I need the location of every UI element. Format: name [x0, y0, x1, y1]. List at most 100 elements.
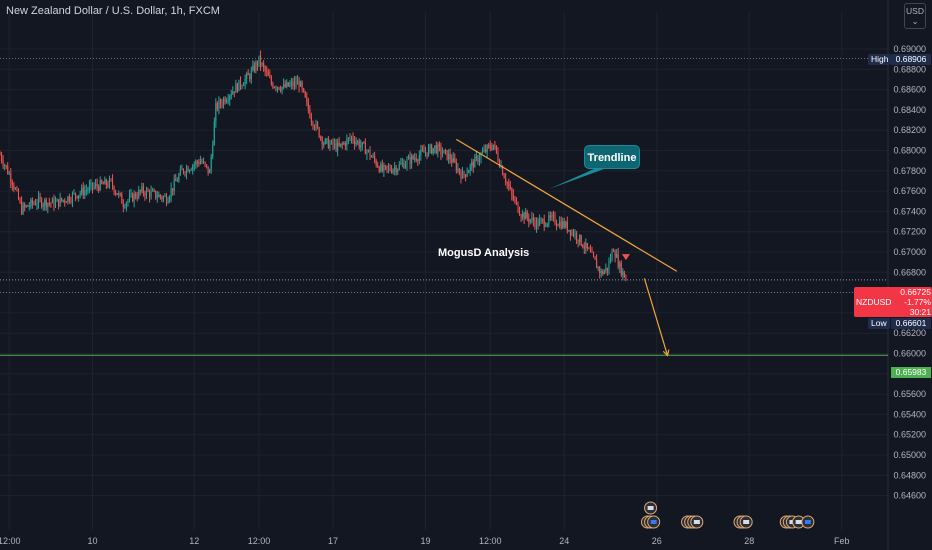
candle-body [605, 267, 607, 271]
candle-body [363, 142, 365, 144]
candle-body [582, 245, 584, 248]
candle-body [244, 78, 246, 85]
candle-body [10, 173, 12, 183]
candle-body [514, 199, 516, 201]
candle-body [478, 158, 480, 162]
x-tick-label: 24 [559, 536, 569, 546]
candle-body [4, 165, 6, 167]
candle-body [392, 169, 394, 173]
candle-body [198, 162, 200, 164]
candle-body [375, 160, 377, 166]
candle-body [506, 182, 508, 184]
candle-body [494, 144, 496, 146]
y-tick-label: 0.67000 [893, 247, 926, 257]
candle-body [531, 217, 533, 220]
candle-body [546, 223, 548, 226]
candle-body [503, 174, 505, 179]
candle-body [1, 154, 3, 161]
candle-body [449, 153, 451, 160]
candle-body [47, 203, 49, 208]
chevron-down-icon: ⌄ [911, 16, 919, 26]
candle-body [235, 83, 237, 93]
candle-body [0, 154, 1, 156]
candle-body [41, 199, 43, 207]
last-price-value: 0.66725 [900, 287, 931, 297]
candle-body [218, 100, 220, 109]
candle-body [297, 80, 299, 85]
x-tick-label: 10 [87, 536, 97, 546]
candle-body [350, 136, 353, 139]
candle-body [149, 191, 151, 197]
trendline-callout[interactable]: Trendline [584, 145, 640, 169]
candle-body [458, 168, 460, 173]
candle-body [557, 225, 559, 227]
candle-body [158, 194, 160, 198]
candle-body [509, 186, 511, 189]
candle-body [559, 221, 561, 227]
candle-body [588, 247, 590, 249]
candle-body [17, 190, 20, 200]
candle-body [98, 186, 100, 191]
candle-body [394, 167, 396, 170]
currency-menu-icon[interactable]: USD ⌄ [904, 3, 926, 29]
candle-body [300, 82, 302, 87]
candle-body [508, 183, 510, 187]
candle-body [354, 140, 356, 145]
candle-body [207, 166, 209, 173]
candle-body [301, 82, 303, 89]
candle-body [90, 182, 92, 186]
currency-label: USD [906, 6, 924, 16]
candle-body [483, 149, 485, 152]
candle-body [360, 145, 362, 148]
candle-body [121, 194, 123, 204]
candle-body [320, 137, 322, 139]
candle-body [580, 235, 582, 246]
candle-body [600, 271, 602, 273]
candle-body [539, 219, 541, 226]
candle-body [619, 262, 621, 268]
candle-body [256, 62, 258, 66]
candle-body [104, 179, 106, 185]
candle-body [306, 97, 308, 102]
candle-body [465, 174, 467, 177]
x-tick-label: Feb [834, 536, 850, 546]
candle-body [562, 221, 564, 229]
candle-body [347, 137, 349, 139]
candle-body [264, 66, 266, 72]
y-tick-label: 0.64600 [893, 491, 926, 501]
change-percent: -1.77% [904, 297, 931, 307]
y-tick-label: 0.68400 [893, 105, 926, 115]
candle-body [404, 164, 406, 169]
candle-body [423, 150, 425, 153]
candle-body [599, 267, 601, 273]
candle-body [437, 144, 439, 154]
x-tick-label: 26 [652, 536, 662, 546]
x-tick-label: 28 [744, 536, 754, 546]
target-price-chip: 0.65983 [891, 367, 931, 378]
candle-body [172, 188, 174, 191]
candle-body [389, 167, 391, 171]
candle-body [338, 142, 340, 146]
candle-body [525, 212, 527, 220]
candle-body [321, 137, 323, 145]
candle-body [431, 145, 433, 154]
candle-body [221, 103, 223, 105]
candle-body [105, 179, 107, 186]
candle-body [193, 164, 195, 166]
candle-body [292, 82, 294, 86]
candle-body [409, 156, 411, 165]
candle-body [361, 142, 363, 146]
candle-body [367, 149, 369, 151]
candle-body [352, 136, 354, 141]
candle-body [534, 221, 536, 228]
candle-body [73, 192, 75, 194]
candle-body [138, 190, 140, 198]
candle-body [232, 91, 234, 95]
candle-body [182, 168, 184, 173]
symbol-title[interactable]: New Zealand Dollar / U.S. Dollar, 1h, FX… [6, 5, 220, 17]
candle-body [229, 95, 231, 100]
candle-body [24, 204, 26, 207]
candle-body [96, 183, 98, 187]
candle-body [526, 212, 528, 218]
